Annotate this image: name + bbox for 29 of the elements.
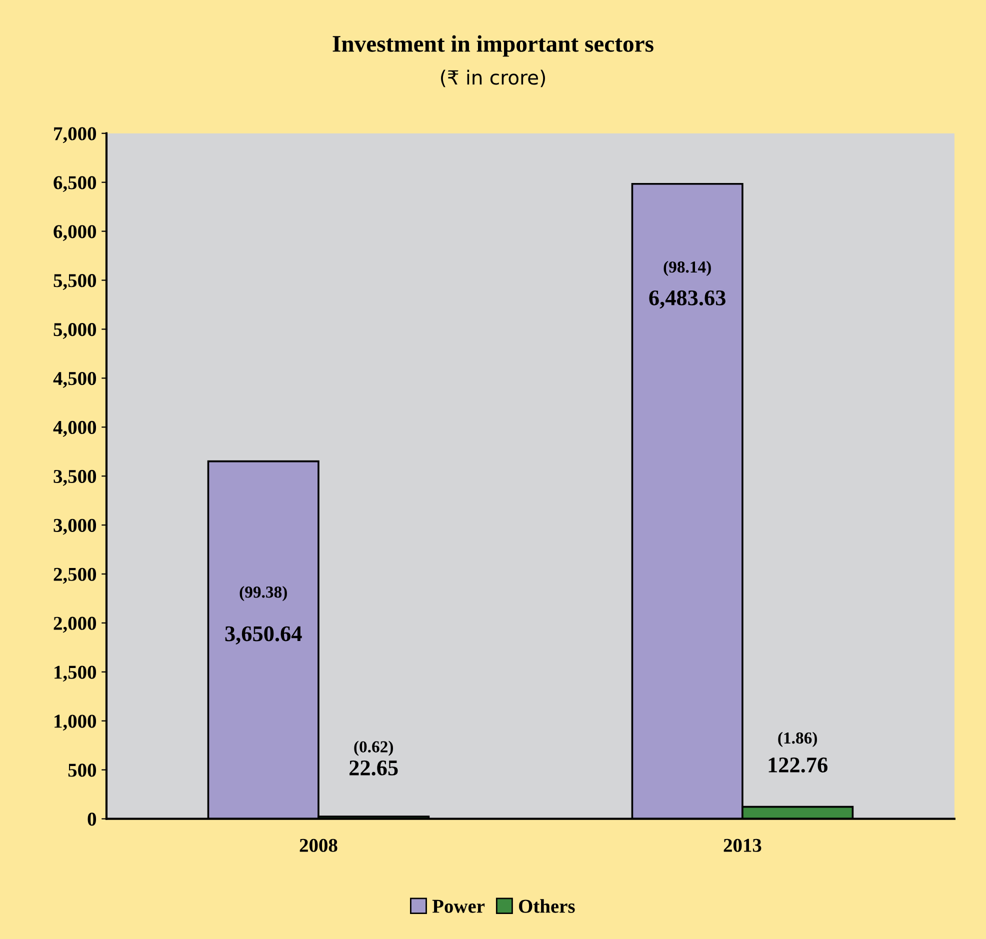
annotation: 122.76	[768, 758, 828, 773]
y-tick-label: 500	[68, 764, 96, 777]
y-tick-label: 6,500	[54, 176, 96, 192]
annotation: (0.62)	[354, 740, 393, 756]
x-tick-label: 2008	[300, 838, 338, 852]
annotation: (1.86)	[778, 732, 817, 748]
y-tick-label: 5,000	[54, 323, 96, 339]
y-tick-label: 1,000	[54, 714, 96, 731]
y-tick-label: 6,000	[54, 225, 96, 242]
y-tick-label: 1,500	[54, 666, 96, 682]
chart-title: Investment in important sectors	[332, 35, 654, 57]
legend-label: Power	[432, 900, 485, 913]
y-tick-label: 0	[88, 812, 96, 826]
annotation: 22.65	[350, 760, 398, 776]
y-tick-label: 2,000	[54, 616, 96, 633]
y-tick-label: 2,500	[54, 568, 96, 584]
y-tick-label: 7,000	[54, 127, 96, 144]
annotation: 3,650.64	[225, 626, 302, 644]
y-tick-label: 4,000	[53, 420, 96, 437]
legend-label: Others	[519, 899, 575, 913]
y-tick-label: 3,000	[54, 518, 96, 535]
y-tick-label: 4,500	[53, 372, 96, 388]
y-tick-label: 5,500	[54, 274, 96, 290]
x-tick-label: 2013	[724, 838, 762, 852]
y-tick-label: 3,500	[54, 470, 96, 486]
annotation: (98.14)	[664, 260, 711, 276]
annotation: 6,483.63	[649, 290, 726, 309]
chart-subtitle: (₹ in crore)	[441, 70, 545, 88]
annotation: (99.38)	[240, 586, 287, 602]
